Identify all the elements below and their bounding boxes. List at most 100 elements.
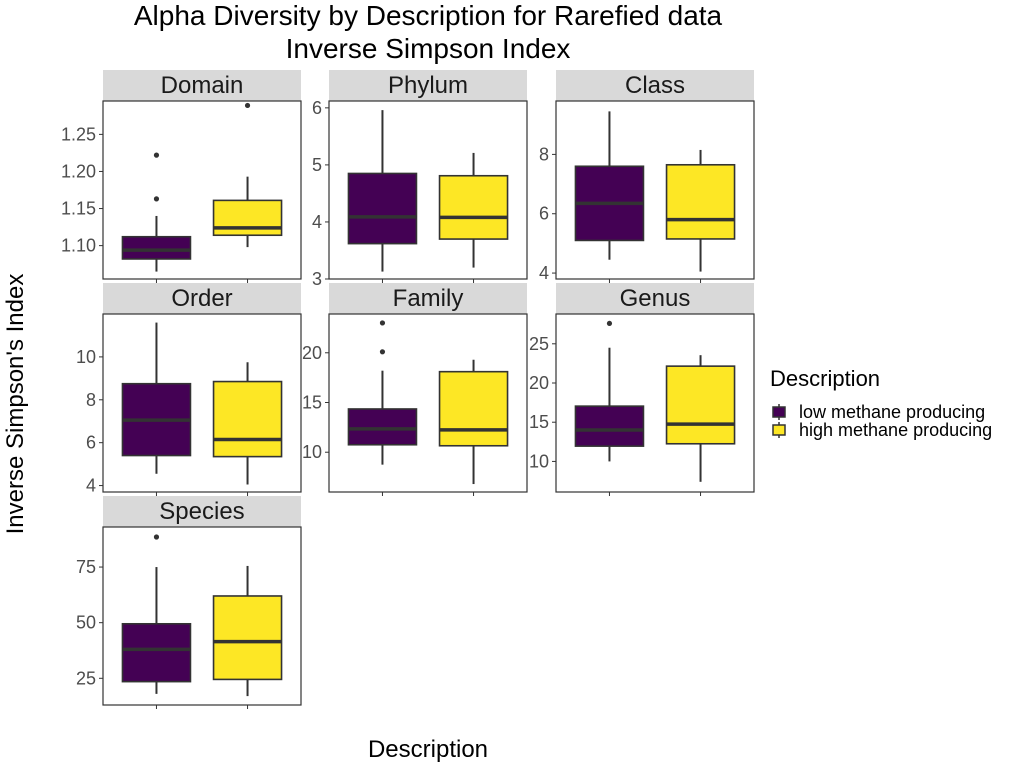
panel-border	[102, 526, 302, 706]
box-low	[574, 111, 645, 260]
facet-class: Class 4 6 8	[539, 70, 755, 283]
y-tick-label: 6	[312, 98, 322, 118]
facet-family: Family 10 15 20	[302, 283, 528, 496]
outlier-point	[244, 102, 251, 109]
y-tick-label: 4	[312, 212, 322, 232]
y-axis-title: Inverse Simpson's Index	[2, 274, 29, 535]
outlier-point	[153, 534, 160, 540]
y-tick-label: 1.15	[61, 199, 96, 219]
box-iqr	[121, 235, 192, 260]
legend-key-box	[772, 406, 786, 418]
box-iqr	[665, 365, 736, 445]
box-iqr	[438, 174, 509, 240]
y-tick-label: 75	[76, 557, 96, 577]
box-iqr	[438, 370, 509, 447]
facet-strip-label: Class	[625, 72, 685, 99]
facet-strip	[556, 283, 754, 314]
chart-title: Alpha Diversity by Description for Raref…	[134, 0, 723, 31]
panel-border	[328, 313, 528, 493]
facet-grid: Domain 1.10 1.15 1.20 1.25 Phylum 3 4 5 6 Class 4 6 8…	[61, 70, 755, 709]
y-tick-label: 6	[86, 433, 96, 453]
legend-key-box	[772, 424, 786, 436]
y-tick-label: 5	[312, 155, 322, 175]
facet-strip	[329, 283, 527, 314]
y-tick-label: 1.10	[61, 236, 96, 256]
outlier-point	[606, 320, 613, 327]
box-iqr	[212, 380, 283, 458]
facet-genus: Genus 10 15 20 25	[529, 283, 755, 496]
y-tick-label: 3	[312, 269, 322, 289]
outlier-point	[379, 349, 386, 355]
facet-strip	[556, 70, 754, 101]
box-low	[574, 320, 645, 462]
x-axis-title: Description	[368, 736, 488, 763]
box-high	[665, 149, 736, 272]
y-tick-label: 8	[86, 390, 96, 410]
facet-order: Order 4 6 8 10	[76, 283, 302, 496]
box-low	[121, 322, 192, 474]
y-tick-label: 8	[539, 144, 549, 164]
y-tick-label: 10	[302, 442, 322, 462]
legend-item: high methane producing	[772, 420, 992, 440]
box-high	[212, 565, 283, 697]
y-tick-label: 1.20	[61, 161, 96, 181]
panel-border	[555, 100, 755, 280]
facet-strip-label: Species	[159, 498, 244, 525]
y-tick-label: 4	[539, 263, 549, 283]
facet-strip-label: Phylum	[388, 72, 468, 99]
box-high	[212, 362, 283, 485]
facet-strip	[103, 283, 301, 314]
outlier-point	[153, 196, 160, 202]
box-iqr	[347, 172, 418, 245]
y-tick-label: 20	[529, 373, 549, 393]
facet-strip-label: Order	[171, 285, 232, 312]
y-tick-label: 4	[86, 476, 96, 496]
legend-item: low methane producing	[772, 402, 985, 422]
legend-label: high methane producing	[799, 420, 992, 440]
box-high	[438, 359, 509, 485]
y-tick-label: 25	[529, 334, 549, 354]
box-high	[212, 102, 283, 248]
facet-domain: Domain 1.10 1.15 1.20 1.25	[61, 70, 302, 283]
y-tick-label: 15	[529, 412, 549, 432]
chart-subtitle: Inverse Simpson Index	[286, 33, 571, 64]
box-low	[121, 534, 192, 694]
box-iqr	[665, 163, 736, 240]
facet-strip	[103, 496, 301, 527]
box-high	[438, 152, 509, 268]
panel-border	[555, 313, 755, 493]
box-iqr	[347, 408, 418, 446]
outlier-point	[153, 152, 160, 158]
facet-strip-label: Genus	[620, 285, 691, 312]
box-iqr	[212, 595, 283, 681]
y-tick-label: 1.25	[61, 124, 96, 144]
facet-species: Species 25 50 75	[76, 496, 302, 709]
box-low	[121, 152, 192, 272]
panel-border	[328, 100, 528, 280]
facet-phylum: Phylum 3 4 5 6	[312, 70, 528, 289]
box-low	[347, 320, 418, 465]
box-iqr	[212, 199, 283, 237]
legend-label: low methane producing	[799, 402, 985, 422]
y-tick-label: 10	[529, 451, 549, 471]
panel-border	[102, 313, 302, 493]
facet-strip	[329, 70, 527, 101]
y-tick-label: 20	[302, 343, 322, 363]
y-tick-label: 15	[302, 393, 322, 413]
y-tick-label: 10	[76, 347, 96, 367]
outlier-point	[379, 320, 386, 326]
panel-border	[102, 100, 302, 280]
box-high	[665, 355, 736, 482]
y-tick-label: 6	[539, 204, 549, 224]
facet-strip	[103, 70, 301, 101]
facet-strip-label: Family	[393, 285, 464, 312]
box-low	[347, 110, 418, 272]
box-iqr	[574, 405, 645, 447]
y-tick-label: 50	[76, 613, 96, 633]
legend-title: Description	[770, 366, 880, 391]
facet-strip-label: Domain	[161, 72, 244, 99]
y-tick-label: 25	[76, 668, 96, 688]
box-iqr	[121, 622, 192, 683]
